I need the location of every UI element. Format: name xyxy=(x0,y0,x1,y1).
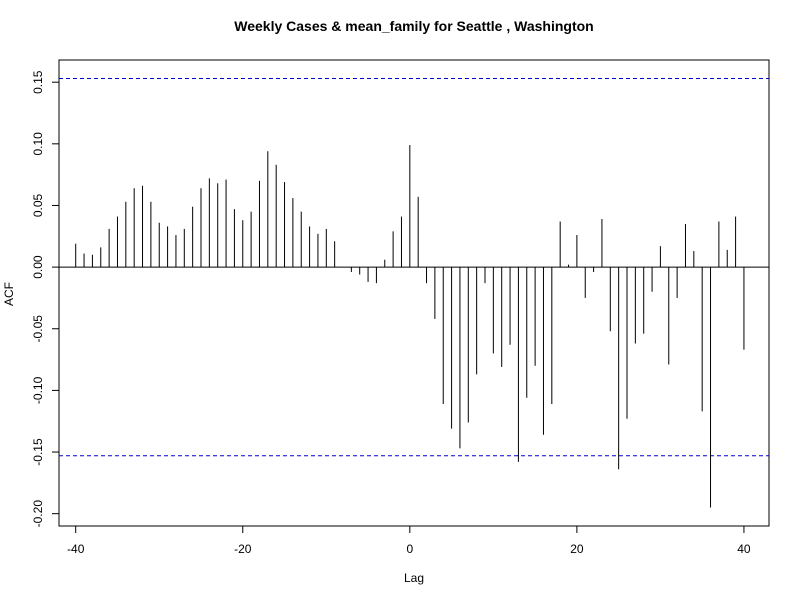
y-tick-label: 0.05 xyxy=(31,193,45,217)
x-tick-label: 0 xyxy=(406,542,413,556)
x-axis-label: Lag xyxy=(404,571,424,585)
x-tick-label: 20 xyxy=(570,542,584,556)
y-tick-label: -0.15 xyxy=(31,438,45,466)
y-axis-label: ACF xyxy=(2,282,16,306)
x-tick-label: -40 xyxy=(67,542,85,556)
x-tick-label: -20 xyxy=(234,542,252,556)
x-tick-label: 40 xyxy=(737,542,751,556)
y-tick-label: 0.00 xyxy=(31,255,45,279)
y-tick-label: 0.15 xyxy=(31,70,45,94)
y-tick-label: -0.20 xyxy=(31,500,45,528)
chart-title: Weekly Cases & mean_family for Seattle ,… xyxy=(234,18,593,34)
y-tick-label: 0.10 xyxy=(31,132,45,156)
plot-area: -40 -20 0 20 40 -0.20 -0.15 -0.10 -0.05 0.00 0.05 0… xyxy=(31,59,770,556)
y-tick-label: -0.05 xyxy=(31,315,45,343)
y-tick-label: -0.10 xyxy=(31,376,45,404)
